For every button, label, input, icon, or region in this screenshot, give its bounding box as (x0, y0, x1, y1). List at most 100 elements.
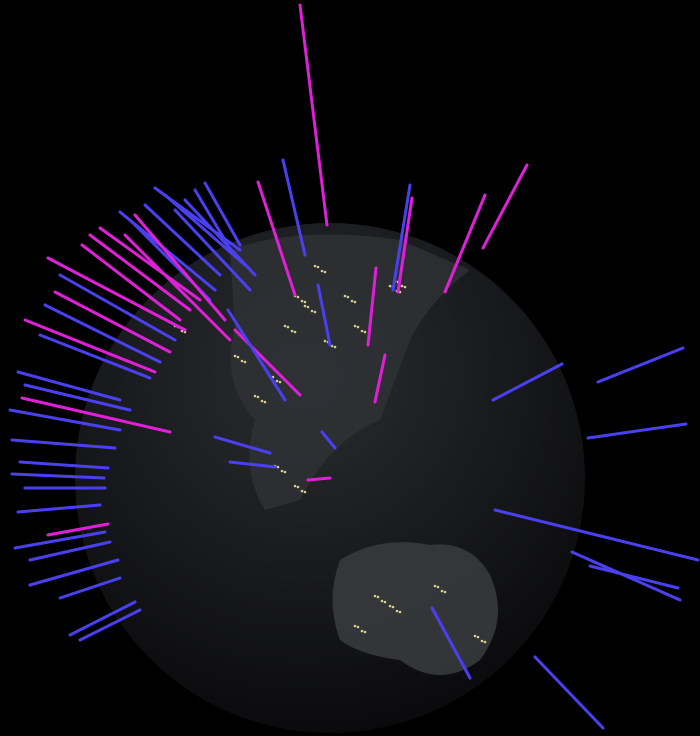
spike (53, 290, 172, 354)
spike (16, 503, 102, 514)
spike (281, 158, 307, 257)
city-light (403, 285, 407, 289)
city-light (293, 484, 297, 488)
city-light (391, 605, 395, 609)
spike (228, 460, 277, 469)
spike (366, 266, 378, 347)
city-light (363, 330, 367, 334)
spike (596, 346, 685, 384)
spike (80, 243, 182, 322)
spike (88, 233, 192, 312)
city-light (316, 265, 320, 269)
city-light (236, 355, 240, 359)
city-light (290, 329, 294, 333)
city-light (356, 625, 360, 629)
spike (133, 213, 227, 322)
city-light (363, 630, 367, 634)
city-light (300, 489, 304, 493)
spike (226, 308, 287, 402)
city-light (433, 584, 437, 588)
city-light (376, 595, 380, 599)
spike (586, 422, 688, 440)
spike (10, 472, 106, 480)
spike (430, 606, 472, 680)
city-light (356, 325, 360, 329)
spike (491, 362, 564, 402)
spike (143, 203, 222, 277)
spike (78, 608, 142, 642)
spike (28, 558, 120, 587)
spike (298, 3, 329, 227)
city-light (350, 299, 354, 303)
spike (256, 180, 297, 297)
city-light (323, 270, 327, 274)
city-light (380, 599, 384, 603)
land-asia (230, 234, 470, 510)
city-light (296, 485, 300, 489)
city-light (313, 310, 317, 314)
city-light (283, 470, 287, 474)
spike (203, 181, 242, 247)
spike (316, 283, 332, 347)
city-light (353, 300, 357, 304)
spike (173, 208, 252, 292)
city-light (293, 330, 297, 334)
spike (38, 333, 152, 380)
city-light (278, 380, 282, 384)
spike (320, 430, 337, 450)
city-light (263, 400, 267, 404)
city-light (320, 269, 324, 273)
city-light (483, 640, 487, 644)
city-light (233, 354, 237, 358)
land-australia (332, 542, 498, 675)
city-light (306, 305, 310, 309)
city-light (346, 295, 350, 299)
city-light (395, 609, 399, 613)
spike (533, 655, 605, 730)
spike (23, 318, 157, 374)
spike (58, 273, 177, 342)
spike (23, 383, 132, 412)
city-light (388, 284, 392, 288)
city-light (323, 339, 327, 343)
city-light (353, 324, 357, 328)
city-light (476, 635, 480, 639)
spike (18, 460, 110, 470)
spike (58, 576, 122, 600)
city-light (253, 394, 257, 398)
city-light (303, 304, 307, 308)
city-light (296, 295, 300, 299)
city-light (373, 594, 377, 598)
city-light (436, 585, 440, 589)
spike (391, 183, 412, 292)
city-light (286, 325, 290, 329)
spike (493, 508, 700, 562)
city-light (275, 379, 279, 383)
city-light (283, 324, 287, 328)
spike (306, 476, 332, 482)
city-light (256, 395, 260, 399)
spike (588, 564, 680, 590)
spike (28, 540, 112, 562)
city-light (280, 469, 284, 473)
spike (8, 408, 122, 432)
spike (183, 198, 257, 277)
spikes (8, 3, 700, 730)
spike (443, 193, 487, 294)
city-light (300, 299, 304, 303)
spike (123, 233, 232, 342)
spike (373, 353, 387, 404)
spike (396, 196, 414, 294)
spike (46, 522, 110, 537)
city-light (313, 264, 317, 268)
city-light (310, 309, 314, 313)
city-light (303, 490, 307, 494)
city-light (360, 329, 364, 333)
spike (10, 438, 117, 450)
city-light (383, 600, 387, 604)
spike (43, 303, 162, 364)
spike (68, 600, 137, 637)
city-light (240, 359, 244, 363)
